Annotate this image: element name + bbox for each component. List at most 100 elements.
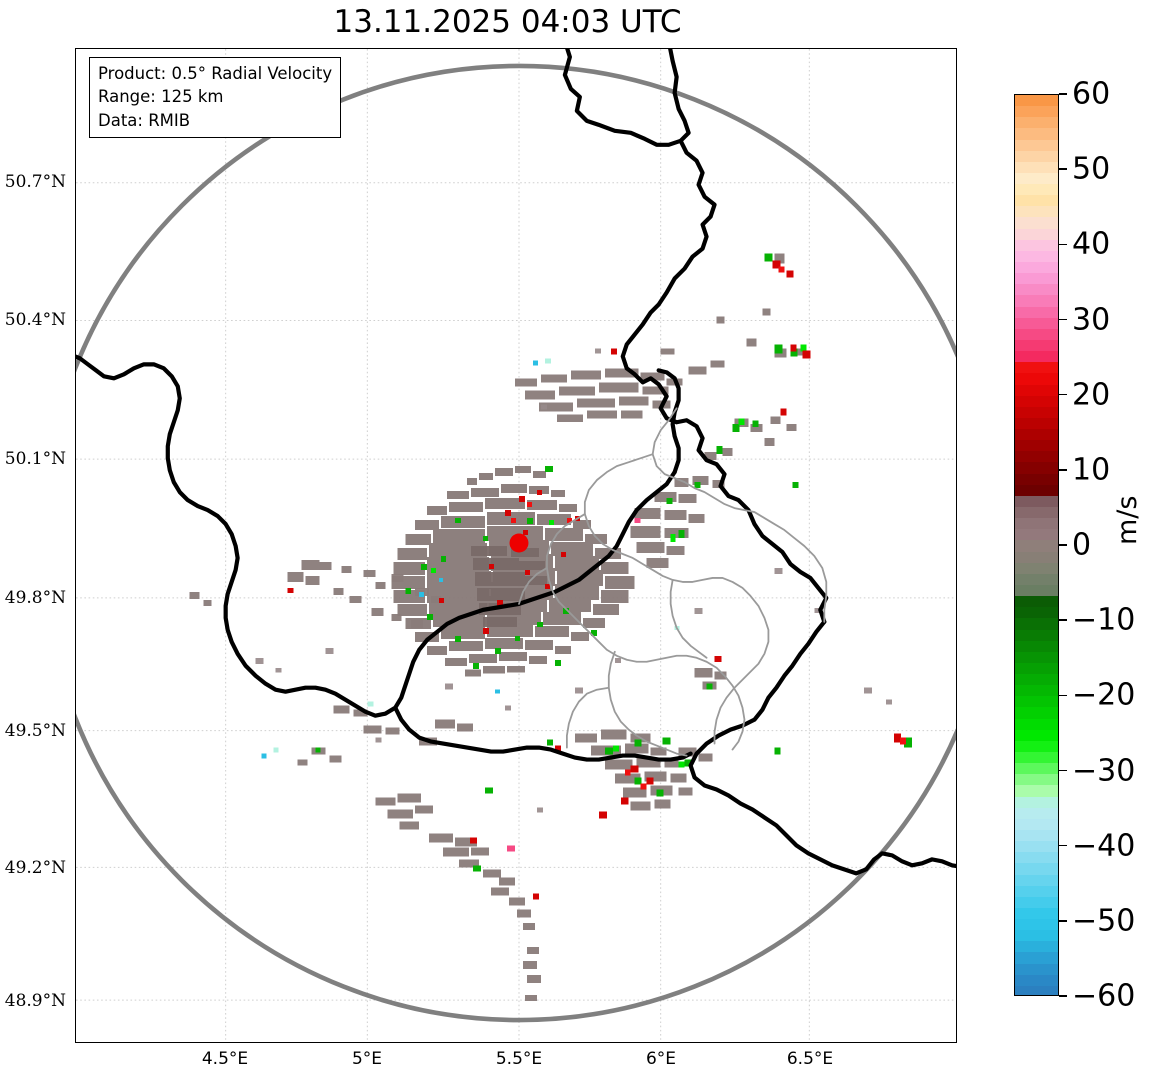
range-ring-125km (76, 63, 956, 1023)
y-tick-label: 50.7°N (4, 172, 66, 192)
x-axis-tick-labels: 4.5°E 5°E 5.5°E 6°E 6.5°E (0, 1049, 1171, 1079)
colorbar-band (1015, 362, 1058, 374)
colorbar-band (1015, 807, 1058, 820)
colorbar-tick (1059, 168, 1067, 170)
colorbar-band (1015, 384, 1058, 397)
colorbar-tick (1059, 318, 1067, 321)
colorbar-band (1015, 406, 1058, 419)
colorbar-band (1015, 217, 1058, 230)
colorbar-band (1015, 841, 1058, 853)
x-tick-label: 6°E (645, 1049, 677, 1069)
colorbar-tick (1059, 769, 1067, 772)
colorbar-band (1015, 228, 1058, 241)
colorbar-band (1015, 818, 1058, 831)
colorbar-tick-label: 30 (1072, 302, 1111, 337)
colorbar-band (1015, 863, 1058, 876)
colorbar-band (1015, 740, 1058, 753)
colorbar-band (1015, 674, 1058, 686)
colorbar-tick-label: 40 (1072, 226, 1111, 262)
radar-site-marker (509, 533, 529, 553)
colorbar-band (1015, 774, 1058, 787)
colorbar-band (1015, 763, 1058, 775)
colorbar-band (1015, 752, 1058, 764)
colorbar-band (1015, 729, 1058, 742)
country-borders (76, 49, 956, 876)
colorbar-band (1015, 785, 1058, 798)
colorbar-tick-label: 0 (1072, 527, 1092, 563)
colorbar[interactable]: 60 50 40 30 20 10 0 −10 −20 −30 −40 −50 −60 (1014, 77, 1135, 1014)
colorbar-band (1015, 351, 1058, 363)
colorbar-band (1015, 930, 1058, 942)
colorbar-band (1015, 707, 1058, 720)
colorbar-band (1015, 429, 1058, 441)
colorbar-band (1015, 195, 1058, 207)
colorbar-tick-label: −60 (1072, 978, 1136, 1014)
colorbar-band (1015, 262, 1058, 274)
colorbar-tick-label: 20 (1072, 377, 1111, 413)
info-box: Product: 0.5° Radial Velocity Range: 125… (89, 57, 342, 139)
colorbar-tick (1059, 243, 1067, 246)
y-axis-tick-labels: 50.7°N 50.4°N 50.1°N 49.8°N 49.5°N 49.2°… (0, 0, 66, 1081)
colorbar-band (1015, 607, 1058, 619)
colorbar-band (1015, 562, 1058, 575)
colorbar-band (1015, 896, 1058, 909)
map-plot-area[interactable]: Product: 0.5° Radial Velocity Range: 125… (75, 48, 957, 1043)
info-range: Range: 125 km (98, 87, 224, 107)
x-tick-label: 6.5°E (786, 1049, 834, 1069)
colorbar-tick (1059, 93, 1067, 95)
colorbar-band (1015, 507, 1058, 519)
colorbar-band (1015, 161, 1058, 174)
colorbar-tick-label: 50 (1072, 151, 1111, 187)
colorbar-tick-label: −10 (1072, 602, 1136, 638)
colorbar-tick (1059, 469, 1067, 471)
colorbar-axis-label: m/s (1112, 495, 1143, 545)
x-tick-label: 4.5°E (201, 1049, 249, 1069)
colorbar-band (1015, 495, 1058, 508)
colorbar-tick-label: −20 (1072, 677, 1136, 713)
colorbar-band (1015, 907, 1058, 920)
y-tick-label: 50.4°N (4, 310, 66, 330)
colorbar-band (1015, 885, 1058, 898)
colorbar-band (1015, 952, 1058, 965)
colorbar-band (1015, 250, 1058, 263)
colorbar-tick (1059, 544, 1067, 546)
colorbar-band (1015, 117, 1058, 129)
colorbar-band (1015, 696, 1058, 709)
y-tick-label: 49.8°N (4, 588, 66, 608)
colorbar-band (1015, 651, 1058, 664)
colorbar-band (1015, 473, 1058, 486)
colorbar-tick (1059, 619, 1067, 621)
colorbar-band (1015, 139, 1058, 152)
colorbar-band (1015, 128, 1058, 141)
admin-boundaries (518, 407, 828, 757)
colorbar-tick (1059, 844, 1067, 847)
y-tick-label: 48.9°N (4, 991, 66, 1011)
colorbar-band (1015, 974, 1058, 987)
colorbar-band (1015, 95, 1058, 107)
info-data: Data: RMIB (98, 110, 191, 130)
colorbar-band (1015, 284, 1058, 297)
colorbar-band (1015, 618, 1058, 631)
colorbar-band (1015, 529, 1058, 542)
grid-lines-latitude (76, 182, 956, 1001)
colorbar-band (1015, 796, 1058, 809)
colorbar-band (1015, 295, 1058, 308)
colorbar-band (1015, 874, 1058, 887)
y-tick-label: 49.5°N (4, 721, 66, 741)
colorbar-band (1015, 629, 1058, 642)
colorbar-tick (1059, 920, 1067, 922)
colorbar-band (1015, 339, 1058, 352)
colorbar-band (1015, 451, 1058, 464)
colorbar-tick-label: −40 (1072, 828, 1136, 864)
colorbar-band (1015, 440, 1058, 452)
colorbar-band (1015, 640, 1058, 653)
colorbar-band (1015, 718, 1058, 731)
colorbar-band (1015, 172, 1058, 185)
colorbar-band (1015, 941, 1058, 954)
colorbar-band (1015, 985, 1058, 995)
colorbar-tick-label: 10 (1072, 452, 1111, 488)
colorbar-band (1015, 662, 1058, 675)
colorbar-band (1015, 596, 1058, 608)
page-title: 13.11.2025 04:03 UTC (333, 4, 682, 40)
